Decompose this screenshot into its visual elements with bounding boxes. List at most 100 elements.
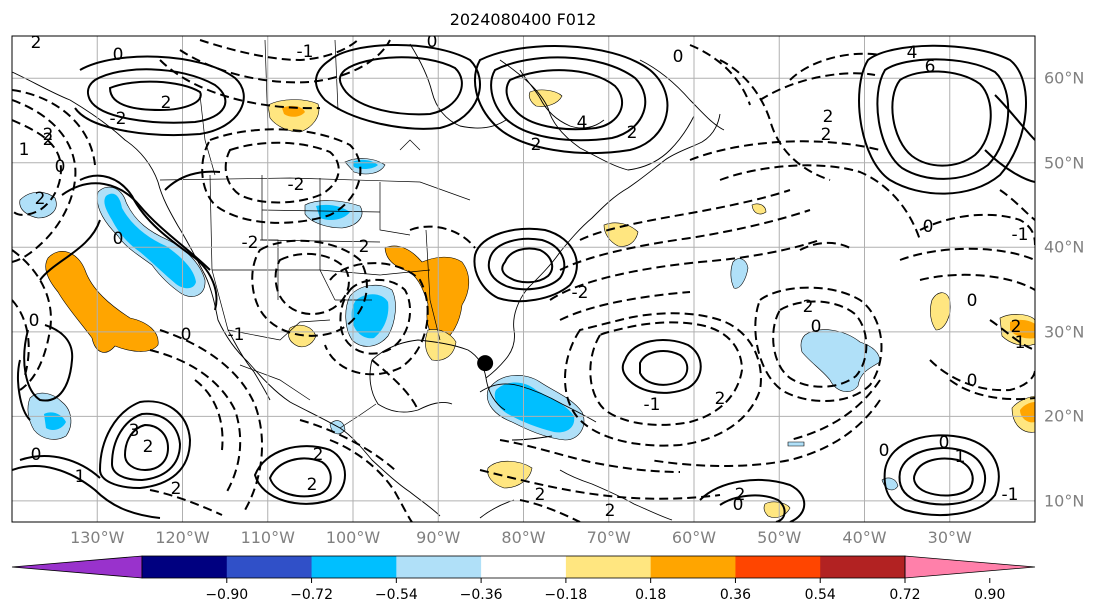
map-title: 2024080400 F012	[449, 10, 597, 29]
colorbar-tick-label: 0.90	[974, 587, 1006, 603]
latitude-label: 20°N	[1044, 406, 1085, 426]
latitude-label: 40°N	[1044, 237, 1085, 257]
storm-center-marker	[477, 355, 494, 372]
contour-label: -2	[110, 109, 127, 129]
contour-label: 1	[955, 447, 966, 467]
colorbar-tick-label: 0.18	[635, 587, 667, 603]
colorbar	[11, 555, 1036, 583]
colorbar-tick-label: 0.36	[719, 587, 752, 603]
contour-label: 2	[171, 479, 182, 499]
colorbar-tick-label: −0.72	[290, 587, 333, 603]
colorbar-tick-label: 0.72	[889, 587, 921, 603]
colorbar-segment	[142, 556, 228, 578]
contour-label: -1	[297, 42, 314, 62]
latitude-label: 50°N	[1044, 153, 1085, 173]
longitude-label: 100°W	[325, 528, 381, 547]
contour-label: 0	[55, 157, 66, 177]
contour-label: -1	[228, 325, 245, 345]
contour-label: 0	[923, 217, 934, 237]
contour-label: 2	[35, 189, 46, 209]
longitude-label: 50°W	[757, 528, 802, 547]
longitude-label: 70°W	[586, 528, 631, 547]
colorbar-segment	[820, 556, 906, 578]
contour-label: 1	[75, 467, 86, 487]
negative-anomaly-atlantic	[800, 329, 881, 392]
colorbar-segment	[565, 556, 652, 578]
contour-label: 6	[925, 57, 936, 77]
solid-contours	[12, 43, 1035, 522]
contour-label: -2	[242, 233, 259, 253]
contour-label: 2	[143, 437, 154, 457]
latitude-label: 30°N	[1044, 322, 1085, 342]
colorbar-segment	[735, 556, 821, 578]
contour-label: 4	[577, 113, 588, 133]
longitude-label: 60°W	[671, 528, 717, 547]
contour-label: 2	[43, 130, 54, 150]
contour-label: 0	[113, 45, 124, 65]
contour-label: 0	[939, 433, 950, 453]
longitude-label: 130°W	[70, 528, 125, 547]
contour-label: 0	[811, 317, 822, 337]
contour-label: 2	[821, 125, 832, 145]
contour-label: 0	[733, 495, 744, 515]
political-borders	[159, 39, 471, 429]
longitude-label: 40°W	[842, 528, 887, 547]
colorbar-tick-label: −0.18	[544, 587, 588, 603]
positive-anomaly-pacific	[45, 251, 159, 353]
contour-label: 2	[43, 125, 54, 145]
contour-label: -2	[572, 283, 589, 303]
contour-label: -2	[288, 175, 305, 195]
contour-label: 2	[535, 485, 546, 505]
dashed-contours	[12, 37, 1035, 522]
longitude-label: 30°W	[927, 528, 972, 547]
contour-label: 2	[1011, 317, 1022, 337]
longitude-label: 120°W	[155, 528, 210, 547]
colorbar-segment	[226, 556, 313, 578]
contour-label: 0	[879, 441, 890, 461]
contour-label: 2	[715, 389, 726, 409]
longitude-label: 110°W	[240, 528, 295, 547]
contour-label: 3	[129, 421, 140, 441]
positive-anomaly-atlantic-east	[930, 292, 951, 331]
colorbar-segment	[650, 556, 736, 578]
colorbar-tick-label: −0.54	[374, 587, 418, 603]
contour-label: 0	[113, 229, 124, 249]
contour-label: 0	[967, 291, 978, 311]
colorbar-segment	[396, 556, 482, 578]
contour-label: 2	[531, 135, 542, 155]
contour-label: 0	[427, 32, 438, 52]
colorbar-tick-label: −0.36	[459, 587, 503, 603]
coastlines	[12, 43, 725, 521]
contour-label: 2	[313, 445, 324, 465]
latitude-label: 10°N	[1044, 491, 1085, 511]
contour-label: 1	[19, 140, 30, 160]
colorbar-extend-high	[904, 555, 1036, 579]
contour-label: 2	[359, 237, 370, 257]
positive-anomaly-caribbean-south	[487, 460, 533, 489]
contour-label: 2	[605, 501, 616, 521]
contour-label: 0	[967, 371, 978, 391]
contour-label: 0	[31, 445, 42, 465]
contour-label: 2	[161, 93, 172, 113]
map-frame	[11, 35, 1036, 523]
contour-label: 0	[29, 311, 40, 331]
contour-label: 0	[181, 325, 192, 345]
contour-label: 2	[803, 297, 814, 317]
colorbar-segment	[481, 556, 567, 578]
contour-labels: -1 020 0 462-221 204 222-220 -120 -2020010-12-2…	[19, 32, 1029, 521]
contour-label: 2	[735, 485, 746, 505]
colorbar-segment	[311, 556, 397, 578]
contour-label: -1	[1002, 485, 1019, 505]
contour-label: 2	[307, 475, 318, 495]
latitude-label: 60°N	[1044, 68, 1085, 88]
longitude-label: 80°W	[501, 528, 546, 547]
contour-label: 2	[31, 33, 42, 53]
colorbar-tick-label: 0.54	[804, 587, 836, 603]
colorbar-tick-label: −0.90	[205, 587, 249, 603]
contour-label: 2	[823, 107, 834, 127]
colorbar-frame	[141, 555, 906, 579]
contour-label: 2	[627, 123, 638, 143]
colorbar-extend-low	[11, 555, 143, 579]
contour-label: 0	[673, 47, 684, 67]
